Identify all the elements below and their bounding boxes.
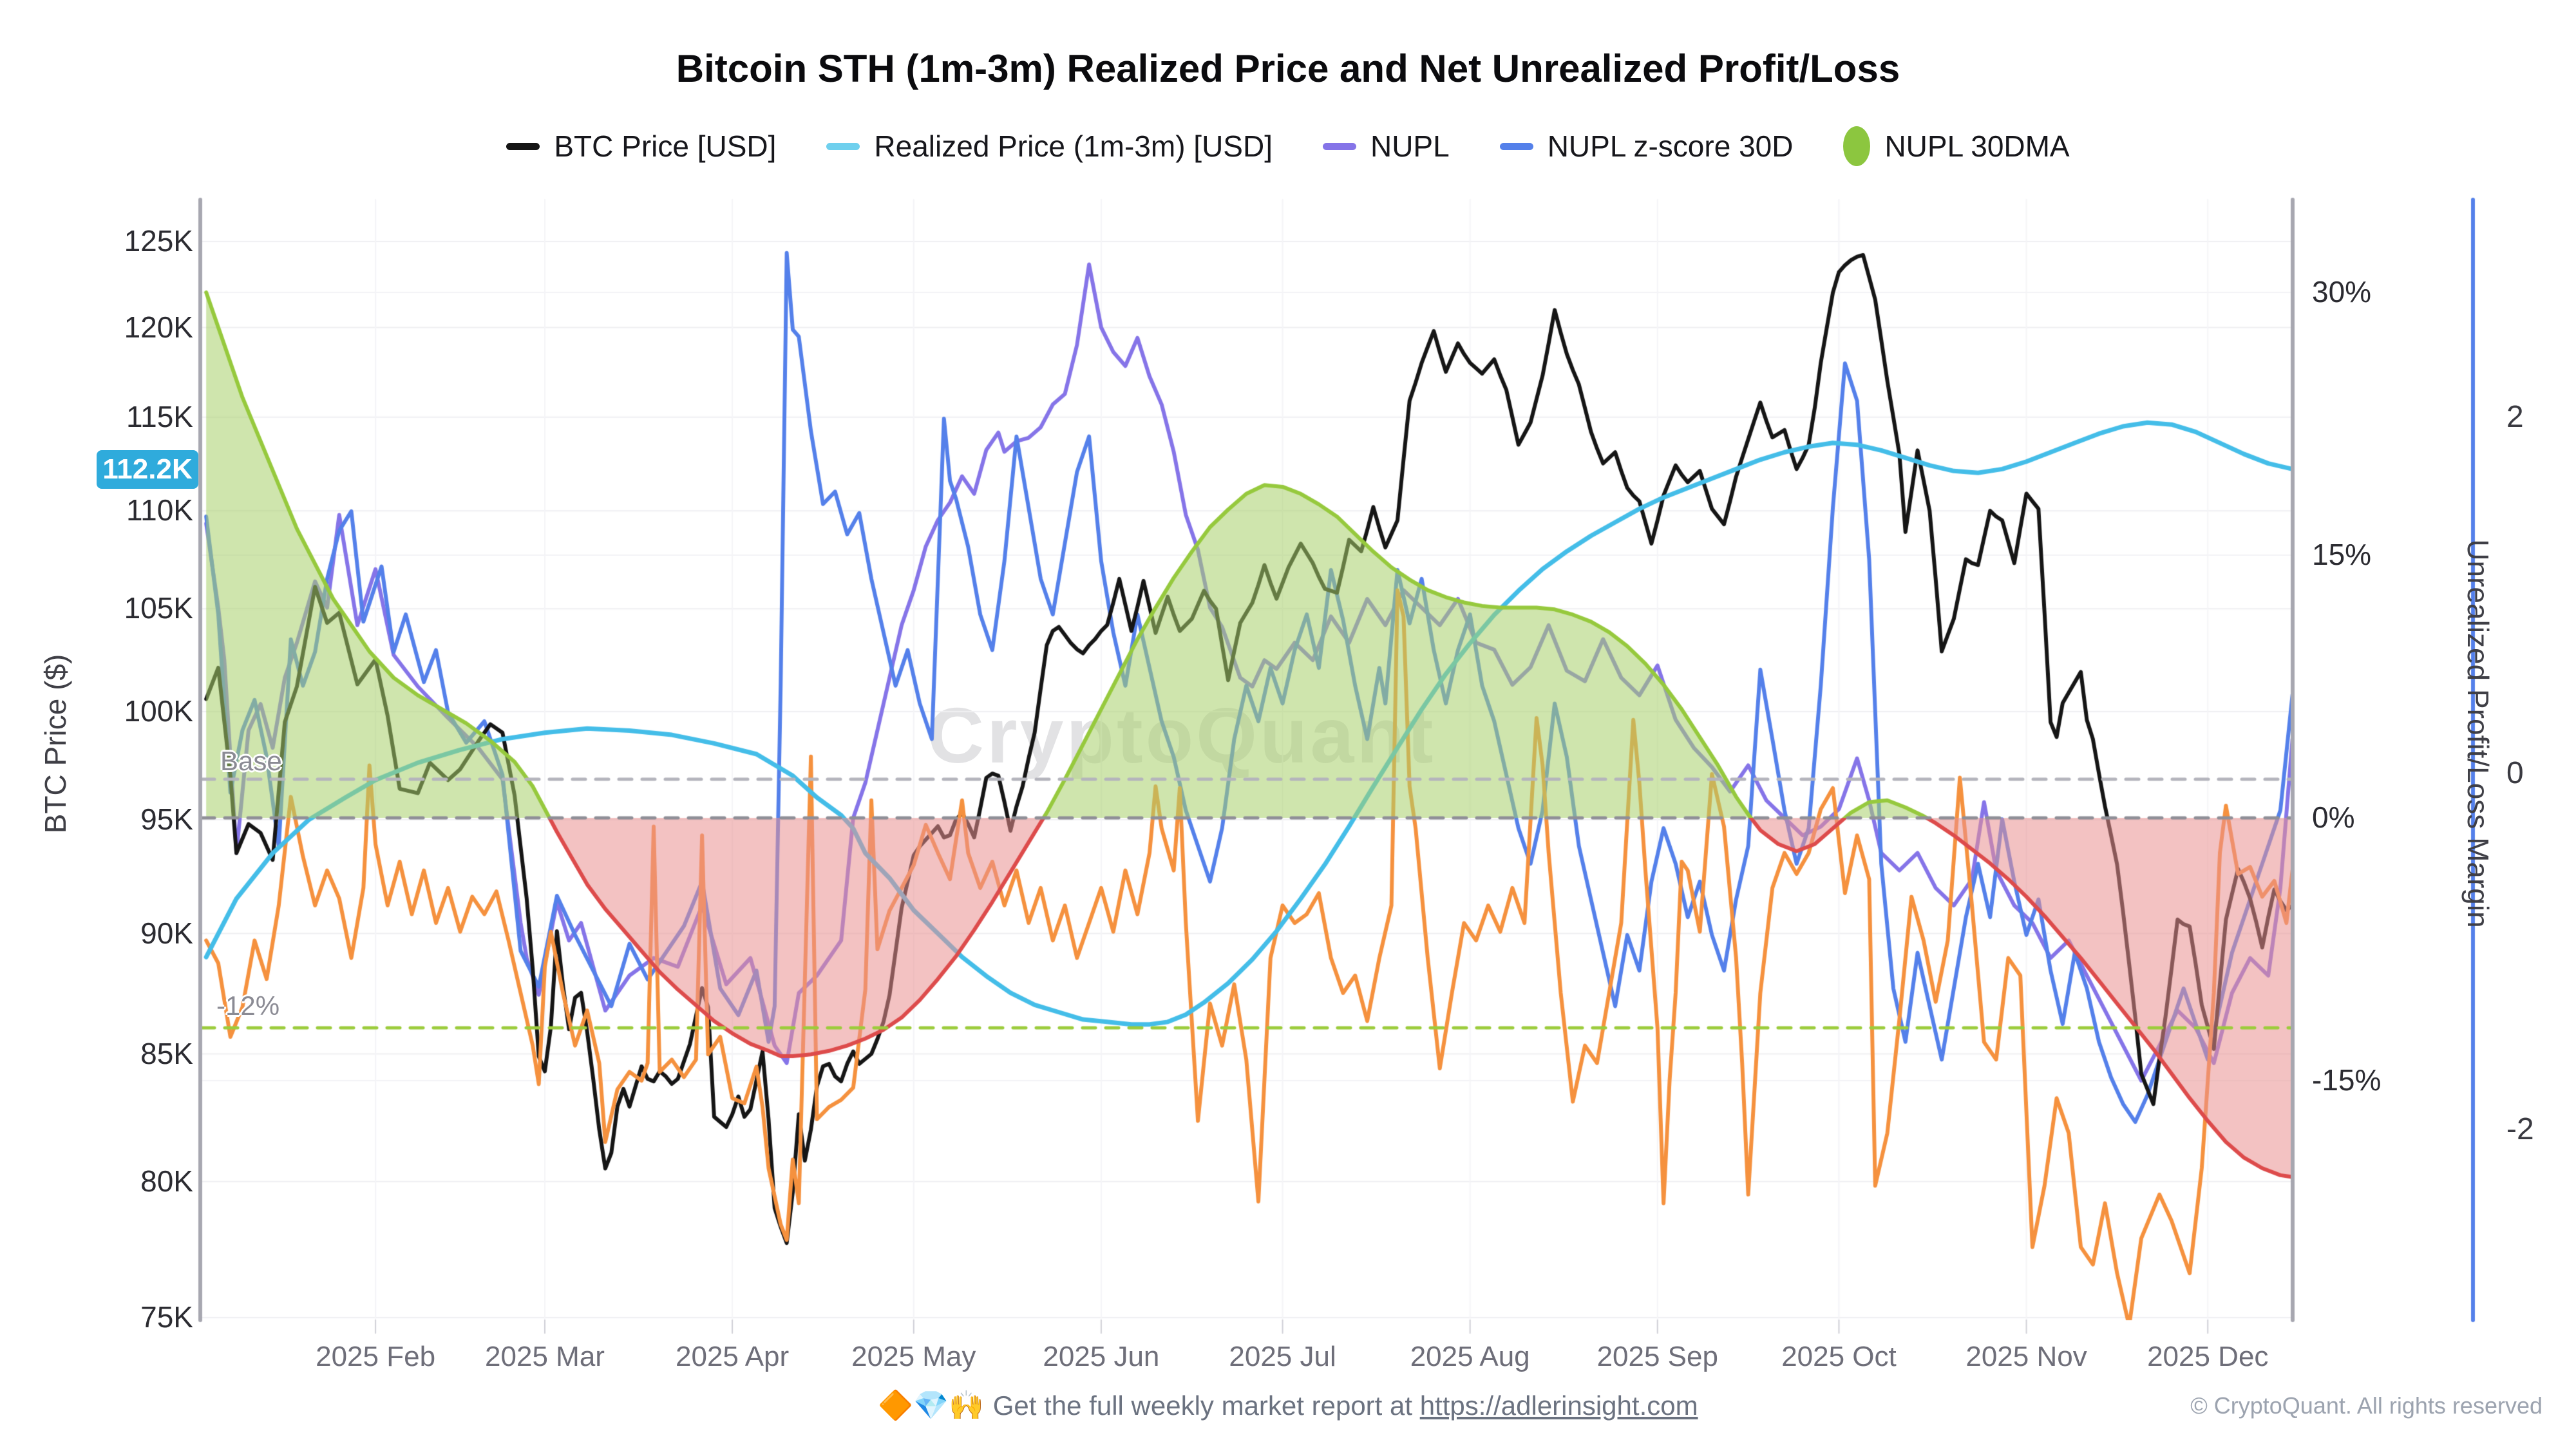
x-tick-2025-Sep: 2025 Sep — [1596, 1341, 1718, 1372]
price-tick-125K: 125K — [124, 224, 193, 258]
legend-label: NUPL — [1370, 129, 1450, 163]
legend-item-2[interactable]: NUPL — [1322, 129, 1450, 164]
pct-tick--15%: -15% — [2312, 1063, 2382, 1097]
legend-swatch-icon — [1843, 126, 1871, 166]
legend-item-3[interactable]: NUPL z-score 30D — [1499, 129, 1794, 164]
legend-swatch-icon — [506, 142, 540, 150]
pct-tick-0%: 0% — [2312, 800, 2355, 834]
x-tick-2025-Dec: 2025 Dec — [2147, 1341, 2269, 1372]
x-tick-2025-Feb: 2025 Feb — [316, 1341, 436, 1372]
price-tick-80K: 80K — [140, 1164, 193, 1198]
price-tick-115K: 115K — [126, 399, 193, 433]
legend-label: NUPL 30DMA — [1884, 129, 2070, 163]
price-tick-75K: 75K — [140, 1300, 193, 1334]
legend-swatch-icon — [826, 142, 860, 150]
x-tick-2025-Jun: 2025 Jun — [1043, 1341, 1160, 1372]
minus12-line-label: -12% — [216, 990, 280, 1021]
legend-label: BTC Price [USD] — [554, 129, 777, 163]
pct-tick-30%: 30% — [2312, 275, 2372, 308]
x-tick-2025-Aug: 2025 Aug — [1410, 1341, 1530, 1372]
legend-item-1[interactable]: Realized Price (1m-3m) [USD] — [826, 129, 1273, 164]
x-tick-2025-Apr: 2025 Apr — [676, 1341, 790, 1372]
legend-item-4[interactable]: NUPL 30DMA — [1843, 126, 2070, 166]
legend-label: Realized Price (1m-3m) [USD] — [874, 129, 1273, 163]
price-tick-100K: 100K — [124, 694, 193, 728]
x-tick-2025-Oct: 2025 Oct — [1781, 1341, 1897, 1372]
base-line-label: Base — [220, 746, 282, 776]
legend: BTC Price [USD] Realized Price (1m-3m) [U… — [0, 126, 2576, 166]
footer-emoji: 🔶💎🙌 — [878, 1390, 984, 1421]
pct-tick-15%: 15% — [2312, 538, 2372, 571]
footer-text: Get the full weekly market report at — [992, 1390, 1420, 1421]
price-tick-120K: 120K — [124, 310, 193, 344]
z-tick-0: 0 — [2506, 756, 2524, 790]
price-tick-90K: 90K — [140, 916, 193, 950]
right-axis-title: Unrealized Profit/Loss Margin — [2461, 539, 2495, 928]
price-tick-105K: 105K — [124, 591, 193, 625]
copyright: © CryptoQuant. All rights reserved — [2190, 1392, 2543, 1419]
x-tick-2025-May: 2025 May — [851, 1341, 976, 1372]
legend-label: NUPL z-score 30D — [1547, 129, 1794, 163]
price-tick-95K: 95K — [140, 802, 193, 836]
x-tick-2025-Mar: 2025 Mar — [485, 1341, 605, 1372]
x-tick-2025-Jul: 2025 Jul — [1229, 1341, 1336, 1372]
legend-swatch-icon — [1322, 142, 1356, 150]
legend-item-0[interactable]: BTC Price [USD] — [506, 129, 776, 164]
legend-swatch-icon — [1499, 142, 1533, 150]
left-axis-title: BTC Price ($) — [39, 654, 72, 834]
footer: 🔶💎🙌 Get the full weekly market report at … — [0, 1388, 2576, 1422]
x-tick-2025-Nov: 2025 Nov — [1965, 1341, 2087, 1372]
page-title: Bitcoin STH (1m-3m) Realized Price and N… — [676, 47, 1900, 90]
footer-link[interactable]: https://adlerinsight.com — [1419, 1390, 1698, 1421]
price-tick-110K: 110K — [126, 493, 193, 527]
z-tick--2: -2 — [2506, 1112, 2534, 1146]
z-tick-2: 2 — [2506, 400, 2524, 434]
price-tick-85K: 85K — [140, 1036, 193, 1070]
last-price-badge: 112.2K — [97, 450, 198, 489]
